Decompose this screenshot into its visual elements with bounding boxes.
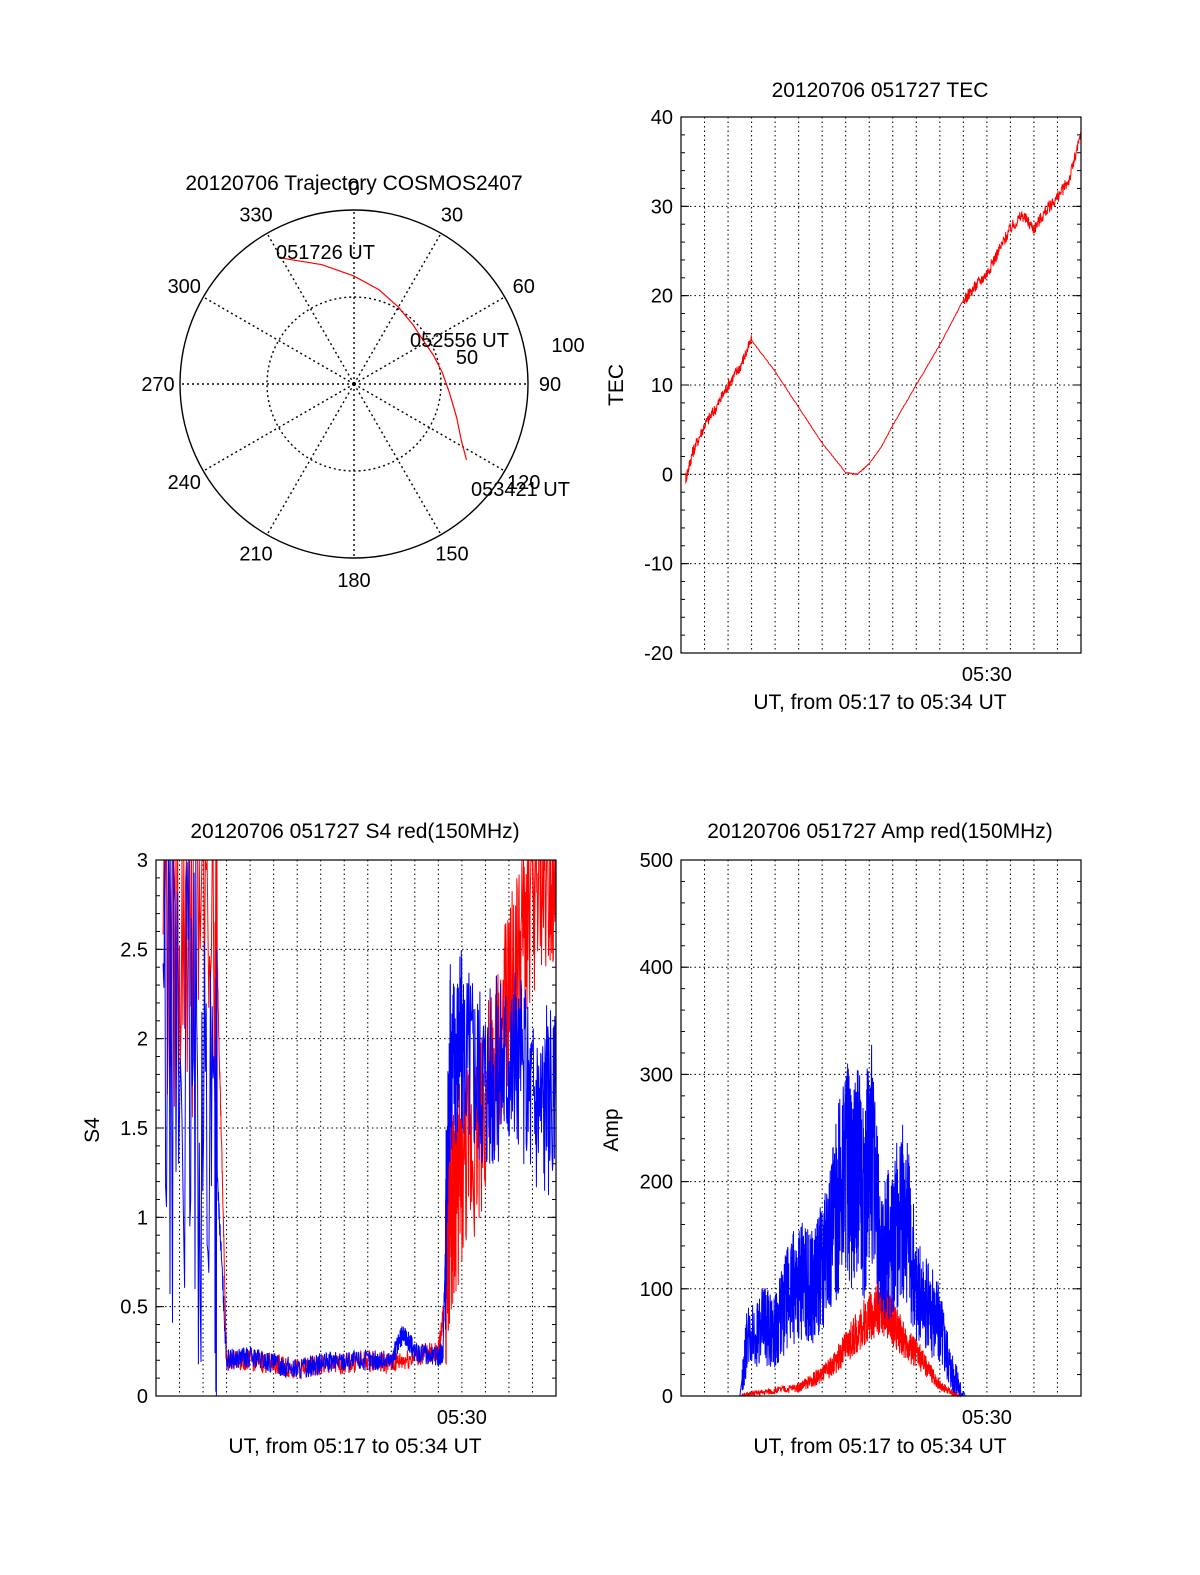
- s4-ytick-label: 0.5: [120, 1297, 148, 1319]
- polar-spoke-210: [266, 383, 355, 536]
- polar-radial-label-100: 100: [551, 335, 584, 357]
- s4-title: 20120706 051727 S4 red(150MHz): [190, 820, 519, 843]
- polar-mid-time-label: 052556 UT: [410, 330, 509, 352]
- polar-azimuth-label-180: 180: [337, 570, 370, 592]
- amp-y-axis-label: Amp: [600, 1108, 623, 1151]
- s4-y-axis-label: S4: [81, 1117, 104, 1143]
- polar-spoke-30: [353, 232, 442, 385]
- polar-azimuth-label-120: 120: [507, 472, 540, 494]
- amp-xtick-label: 05:30: [962, 1407, 1012, 1429]
- s4-ytick-label: 1.5: [120, 1118, 148, 1140]
- s4-ytick-label: 0: [137, 1386, 148, 1408]
- polar-spoke-150: [353, 383, 442, 536]
- s4-x-axis-label: UT, from 05:17 to 05:34 UT: [228, 1435, 481, 1458]
- polar-azimuth-label-210: 210: [239, 544, 272, 566]
- tec-ytick-label: 20: [651, 286, 673, 308]
- polar-end-time-label: 053421 UT: [471, 479, 570, 501]
- amp-ytick-label: 0: [662, 1386, 673, 1408]
- polar-trajectory-chart: 20120706 Trajectory COSMOS2407 0 30 60 90 12…: [141, 172, 584, 592]
- s4-xtick-label: 05:30: [437, 1407, 487, 1429]
- polar-spoke-60: [353, 296, 506, 385]
- amp-chart: 20120706 051727 Amp red(150MHz) 0 100 200 3…: [600, 820, 1082, 1458]
- polar-spoke-300: [202, 296, 355, 385]
- tec-plot-frame: [680, 116, 1082, 654]
- amp-series-line-red: [681, 1279, 1081, 1398]
- polar-azimuth-label-0: 0: [348, 178, 359, 200]
- polar-radial-label-50: 50: [456, 347, 478, 369]
- polar-azimuth-label-270: 270: [141, 374, 174, 396]
- polar-spoke-240: [202, 383, 355, 472]
- polar-azimuth-label-60: 60: [513, 276, 535, 298]
- polar-title: 20120706 Trajectory COSMOS2407: [185, 172, 522, 195]
- tec-ytick-label: 30: [651, 196, 673, 218]
- amp-plot-frame: [680, 859, 1082, 1397]
- s4-chart: 20120706 051727 S4 red(150MHz) 0 0.5 1 1.5 2…: [81, 820, 557, 1458]
- amp-ytick-label: 500: [640, 850, 673, 872]
- polar-start-time-label: 051726 UT: [276, 242, 375, 264]
- polar-azimuth-label-330: 330: [239, 204, 272, 226]
- s4-series-line-blue: [162, 859, 557, 1397]
- amp-x-axis-label: UT, from 05:17 to 05:34 UT: [753, 1435, 1006, 1458]
- polar-spoke-120: [353, 383, 506, 472]
- s4-ytick-label: 2.5: [120, 939, 148, 961]
- s4-plot-frame: [155, 859, 557, 1397]
- tec-ytick-label: -20: [644, 643, 673, 665]
- amp-series-line-blue: [681, 1044, 1081, 1397]
- tec-chart: 20120706 051727 TEC -20 -10 0 10 20 30 40 05:30…: [605, 79, 1082, 714]
- amp-ytick-label: 100: [640, 1279, 673, 1301]
- tec-y-axis-label: TEC: [605, 364, 628, 406]
- polar-spoke-330: [266, 232, 355, 385]
- polar-azimuth-label-300: 300: [168, 276, 201, 298]
- s4-ytick-label: 2: [137, 1029, 148, 1051]
- amp-ytick-label: 200: [640, 1172, 673, 1194]
- tec-xtick-label: 05:30: [962, 664, 1012, 686]
- amp-ytick-label: 400: [640, 957, 673, 979]
- polar-azimuth-label-240: 240: [168, 472, 201, 494]
- polar-azimuth-label-150: 150: [435, 544, 468, 566]
- tec-title: 20120706 051727 TEC: [772, 79, 989, 102]
- tec-x-axis-label: UT, from 05:17 to 05:34 UT: [753, 691, 1006, 714]
- s4-ytick-label: 3: [137, 850, 148, 872]
- polar-trajectory-line: [282, 257, 468, 461]
- tec-ytick-label: 10: [651, 375, 673, 397]
- tec-ytick-label: 40: [651, 107, 673, 129]
- amp-title: 20120706 051727 Amp red(150MHz): [707, 820, 1053, 843]
- s4-ytick-label: 1: [137, 1207, 148, 1229]
- polar-azimuth-label-30: 30: [441, 204, 463, 226]
- tec-ytick-label: 0: [662, 464, 673, 486]
- tec-ytick-label: -10: [644, 554, 673, 576]
- amp-ytick-label: 300: [640, 1064, 673, 1086]
- tec-series-line-red: [685, 132, 1082, 484]
- polar-azimuth-label-90: 90: [539, 374, 561, 396]
- polar-outer-ring: [179, 209, 529, 559]
